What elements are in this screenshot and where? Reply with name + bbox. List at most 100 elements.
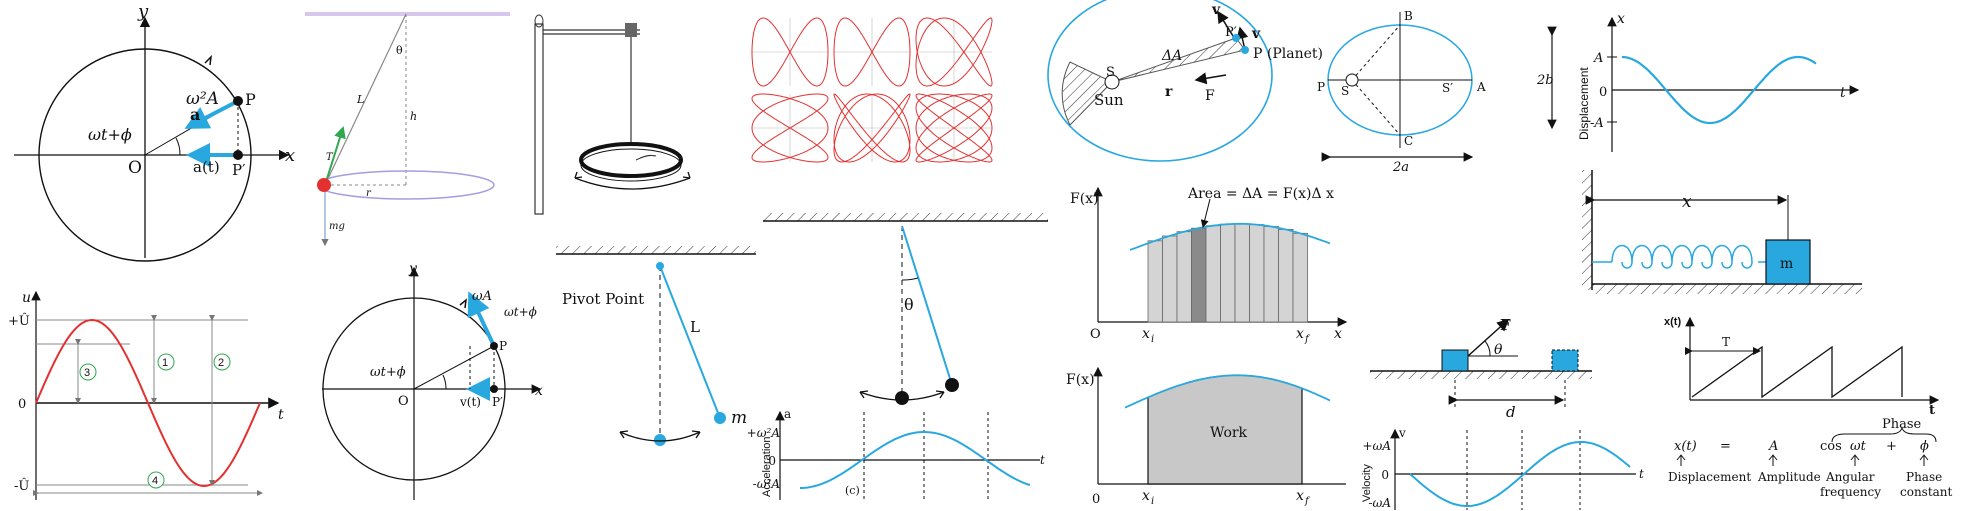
badge-4-label: 4 bbox=[152, 475, 158, 487]
umin-label: -Û bbox=[14, 477, 29, 494]
area-pointer bbox=[1200, 198, 1211, 228]
B-label: B bbox=[1404, 9, 1413, 23]
u-label: u bbox=[22, 290, 31, 306]
pendulum-string bbox=[659, 265, 721, 419]
panel-torsion-pendulum bbox=[534, 14, 691, 215]
phase-caption: Phase bbox=[1906, 470, 1942, 484]
eq-omega-t: ωt bbox=[1850, 439, 1867, 454]
displacement-caption: Displacement bbox=[1668, 470, 1751, 484]
reference-circle bbox=[322, 297, 506, 481]
panel-simple-pendulum: Pivot Point L m bbox=[556, 246, 756, 446]
area-strip bbox=[1162, 235, 1178, 323]
panel-kepler-orbit: v v P′ P (Planet) ΔA S Sun r F bbox=[1047, 0, 1323, 162]
panel-pendulum-theta: θ bbox=[763, 213, 1048, 405]
a-t-label: a(t) bbox=[193, 158, 220, 176]
area-strip bbox=[1249, 224, 1265, 323]
theta-label: θ bbox=[904, 295, 914, 314]
post-knob bbox=[534, 14, 544, 28]
highlighted-strip bbox=[1191, 227, 1207, 323]
mg-label: mg bbox=[329, 221, 345, 232]
force-curve bbox=[1129, 222, 1331, 251]
velocity-ylabel: Velocity bbox=[1361, 464, 1373, 502]
bob[interactable] bbox=[714, 412, 726, 424]
panel-ellipse-geometry: B C P S S′ A 2b 2a bbox=[1317, 9, 1557, 175]
panel-acceleration-graph: a +ω²A 0 -ω²A t (c) Acceleration bbox=[747, 407, 1045, 500]
x-axis-label: x bbox=[285, 145, 295, 166]
acceleration-vector bbox=[184, 99, 239, 129]
eq-cos: cos bbox=[1820, 439, 1842, 454]
disk-edge bbox=[580, 148, 682, 182]
L-label: L bbox=[690, 318, 700, 336]
neg-A-label: -A bbox=[1590, 116, 1604, 131]
area-strip bbox=[1147, 240, 1163, 323]
badge-2 bbox=[213, 353, 231, 371]
t-label: t bbox=[1840, 85, 1846, 101]
arrow-ang bbox=[1850, 454, 1860, 466]
panel-velocity-graph: v +ωA 0 -ωA t Velocity bbox=[1361, 426, 1644, 510]
ceiling-bar bbox=[305, 12, 510, 16]
t-label: t bbox=[1929, 403, 1935, 418]
angle-arc bbox=[175, 137, 181, 156]
v-label-1: v bbox=[1211, 2, 1221, 18]
xi-label: x bbox=[1142, 488, 1150, 504]
panel-u-sine: 3 1 2 4 u +Û 0 -Û t bbox=[8, 290, 284, 500]
neg-label: -ω²A bbox=[753, 477, 781, 491]
a-vector-label: a bbox=[190, 105, 200, 124]
pos-label: +ω²A bbox=[747, 426, 781, 440]
area-strip bbox=[1278, 228, 1294, 323]
t-label: t bbox=[1040, 453, 1045, 467]
xf-sub: f bbox=[1304, 496, 1311, 507]
constant-caption: constant bbox=[1900, 485, 1953, 499]
area-strip bbox=[1292, 232, 1308, 323]
S-prime-label: S′ bbox=[1442, 81, 1453, 95]
badge-4 bbox=[147, 471, 165, 489]
rotation-arrow bbox=[459, 298, 467, 309]
xi-sub: i bbox=[1151, 334, 1154, 345]
ceiling-hatch bbox=[763, 213, 1048, 221]
arrow-amp bbox=[1768, 454, 1778, 466]
y-axis-label: y bbox=[137, 1, 149, 22]
bob bbox=[317, 178, 331, 192]
disk-marks bbox=[635, 154, 657, 161]
C-label: C bbox=[1404, 134, 1413, 148]
zero-label: 0 bbox=[768, 454, 776, 468]
theta-arc bbox=[901, 277, 919, 281]
bob-rest bbox=[895, 391, 909, 405]
eq-equals: = bbox=[1720, 439, 1731, 454]
area-strip bbox=[1176, 231, 1192, 323]
umax-label: +Û bbox=[8, 312, 30, 329]
P-prime-label: P′ bbox=[1225, 25, 1237, 40]
planet bbox=[1241, 46, 1249, 54]
block-initial[interactable] bbox=[1441, 349, 1469, 372]
acceleration-curve bbox=[800, 431, 1031, 489]
F-label: F bbox=[1500, 316, 1511, 334]
badge-1-label: 1 bbox=[162, 357, 168, 369]
lissajous-figure bbox=[751, 17, 829, 87]
2b-label: 2b bbox=[1536, 73, 1554, 88]
ceiling-hatch bbox=[556, 246, 756, 254]
neg-label: -ωA bbox=[1368, 496, 1391, 510]
radius-line bbox=[413, 345, 495, 390]
sawtooth-wave bbox=[1691, 345, 1903, 399]
v-label: v bbox=[1398, 426, 1406, 440]
twist-arrow-head-right bbox=[682, 171, 691, 179]
badge-2-label: 2 bbox=[218, 357, 224, 369]
area-strip bbox=[1263, 226, 1279, 323]
F-label: F bbox=[1205, 88, 1215, 104]
displacement-curve bbox=[1621, 55, 1817, 125]
bob[interactable] bbox=[945, 378, 959, 392]
swing-arrow bbox=[859, 391, 945, 401]
zero-label: 0 bbox=[1599, 85, 1607, 100]
t-label: t bbox=[1639, 467, 1644, 481]
h-label: h bbox=[410, 110, 417, 123]
focus-line-B bbox=[1351, 24, 1401, 81]
r-label: r bbox=[1165, 84, 1173, 100]
displacement-ylabel: Displacement bbox=[1577, 67, 1591, 140]
pivot bbox=[656, 262, 664, 270]
eq-lhs: x(t) bbox=[1674, 439, 1697, 454]
P-label: P bbox=[499, 339, 507, 353]
omega-sq-A-label: ω²A bbox=[186, 89, 219, 109]
swing-arrow-heads bbox=[619, 430, 701, 439]
pivot-label: Pivot Point bbox=[562, 290, 644, 308]
